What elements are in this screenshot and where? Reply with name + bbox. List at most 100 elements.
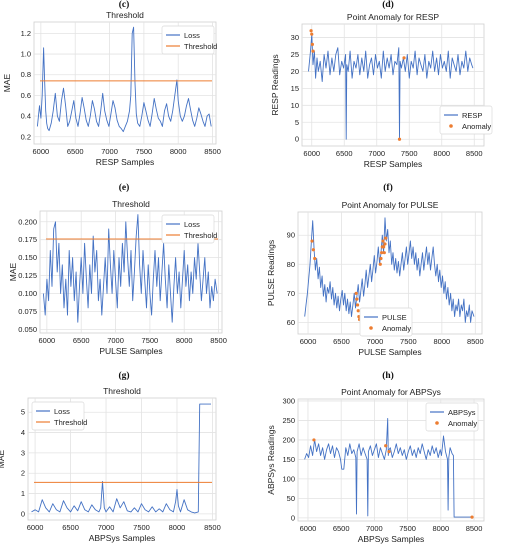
legend-label-pulse: PULSE: [382, 313, 407, 322]
x-tick-label: 7500: [136, 147, 153, 156]
x-tick-label: 7500: [142, 336, 159, 345]
loss-chart-abpsys: 6000 6500 7000 7500 8000 8500 0 1 2 3 4 5 Threshold A…: [0, 386, 221, 543]
anomaly-chart-pulse: 6000 6500 7000 7500 8000 8500 60 70 80 90 Point An…: [266, 200, 484, 357]
chart-panel-h: (h) 6000 6500 7000 7500 8000 8500 0 50 100 150 200…: [258, 362, 516, 550]
anomaly-point: [355, 303, 360, 307]
anomaly-point: [311, 248, 315, 252]
chart-panel-e: (e) 6000 6500 7000 7500 8000 8500 0.050 0.075 0.…: [0, 180, 258, 362]
anomaly-point: [382, 251, 386, 255]
legend: PULSE Anomaly: [359, 307, 413, 337]
x-tick-label: 7000: [367, 337, 384, 346]
panel-label-f: (f): [383, 183, 393, 193]
y-tick-label: 150: [282, 455, 295, 464]
anomaly-point: [470, 515, 474, 519]
x-tick-label: 8000: [169, 523, 186, 532]
y-tick-label: 90: [287, 231, 295, 240]
anomaly-point: [378, 262, 382, 266]
y-axis-label: RESP Readings: [270, 54, 280, 115]
y-tick-label: 70: [287, 289, 295, 298]
x-tick-label: 6500: [333, 524, 350, 533]
x-tick-label: 7000: [366, 524, 383, 533]
x-tick-label: 6000: [300, 337, 317, 346]
y-axis-label: MAE: [0, 449, 6, 468]
y-tick-label: 100: [282, 474, 295, 483]
legend-label-loss: Loss: [184, 31, 200, 40]
legend-label-anomaly: Anomaly: [448, 419, 477, 428]
legend: Loss Threshold: [31, 401, 87, 431]
x-axis-label: RESP Samples: [364, 159, 422, 169]
x-tick-label: 7500: [401, 149, 418, 158]
legend-label-threshold: Threshold: [54, 418, 87, 427]
y-tick-label: 1.0: [21, 50, 31, 59]
chart-title: Threshold: [106, 10, 144, 20]
y-tick-label: 15: [291, 84, 299, 93]
anomaly-point: [356, 309, 360, 313]
legend-box: [359, 307, 413, 337]
anomaly-point: [397, 137, 402, 141]
anomaly-point: [310, 239, 314, 243]
y-axis-label: ABPSys Readings: [266, 425, 276, 494]
anomaly-point: [379, 256, 383, 261]
panel-label-e: (e): [118, 183, 130, 193]
y-tick-label: 0.4: [21, 112, 31, 121]
panel-label-d: (d): [382, 0, 394, 10]
y-tick-label: 0: [21, 509, 25, 518]
x-tick-label: 8000: [170, 147, 187, 156]
y-tick-label: 20: [291, 67, 299, 76]
legend-label-anomaly: Anomaly: [462, 122, 491, 131]
x-tick-label: 7000: [368, 149, 385, 158]
anomaly-point: [313, 256, 317, 261]
legend-box: [161, 214, 215, 244]
y-tick-label: 1.2: [21, 29, 31, 38]
y-tick-label: 0.125: [18, 271, 37, 280]
y-tick-label: 250: [282, 416, 295, 425]
legend-box: [425, 402, 479, 432]
legend-marker-anomaly: [369, 326, 373, 330]
legend: RESP Anomaly: [439, 105, 493, 135]
anomaly-point: [310, 32, 314, 36]
chart-panel-f: (f) 6000 6500 7000 7500 8000 8500 60 70 80 90 Poin…: [258, 180, 516, 362]
chart-panel-g: (g) 6000 6500 7000 7500 8000 8500 0 1 2 3 4 5 Thresh…: [0, 362, 258, 550]
chart-panel-c: (c) 6000 6500 7000 7500 8000 8500 0.2 0.4 0.6 0.8…: [0, 0, 258, 180]
y-tick-label: 2: [21, 469, 25, 478]
x-tick-label: 7500: [133, 523, 150, 532]
x-tick-label: 6000: [303, 149, 320, 158]
x-tick-label: 8500: [466, 524, 483, 533]
series-line-resp: [308, 33, 474, 140]
chart-title: Point Anomaly for PULSE: [342, 200, 439, 210]
y-tick-label: 0: [295, 135, 299, 144]
anomaly-point: [382, 245, 386, 249]
anomaly-point: [354, 291, 358, 295]
x-tick-label: 6500: [73, 336, 90, 345]
legend-marker-anomaly: [435, 421, 439, 425]
anomaly-point: [310, 42, 314, 46]
x-tick-label: 6000: [39, 336, 56, 345]
x-tick-label: 6500: [62, 523, 79, 532]
anomaly-point: [309, 29, 313, 33]
anomaly-chart-resp: 6000 6500 7000 7500 8000 8500 0 5 10 15 20 25 30 Poin…: [270, 12, 493, 169]
y-tick-label: 1: [21, 489, 25, 498]
x-tick-label: 6000: [27, 523, 44, 532]
x-axis-label: ABPSys Samples: [89, 533, 156, 543]
y-tick-label: 80: [287, 260, 295, 269]
chart-title: Point Anomaly for ABPSys: [341, 387, 441, 397]
y-tick-label: 0.8: [21, 70, 31, 79]
legend: Loss Threshold: [161, 25, 217, 55]
series-line-loss: [36, 26, 212, 133]
x-tick-label: 8000: [432, 524, 449, 533]
x-axis-label: PULSE Samples: [358, 347, 421, 357]
legend-label-loss: Loss: [54, 407, 70, 416]
x-tick-label: 8500: [204, 147, 221, 156]
y-tick-label: 25: [291, 50, 299, 59]
y-tick-label: 0: [291, 513, 295, 522]
anomaly-point: [311, 49, 315, 53]
y-tick-label: 4: [21, 428, 25, 437]
legend: ABPSys Anomaly: [425, 402, 479, 432]
anomaly-point: [383, 242, 387, 246]
x-axis-label: PULSE Samples: [99, 346, 162, 356]
legend-box: [439, 105, 493, 135]
y-tick-label: 0.100: [18, 289, 37, 298]
x-tick-label: 8000: [176, 336, 193, 345]
x-tick-label: 7000: [101, 147, 118, 156]
